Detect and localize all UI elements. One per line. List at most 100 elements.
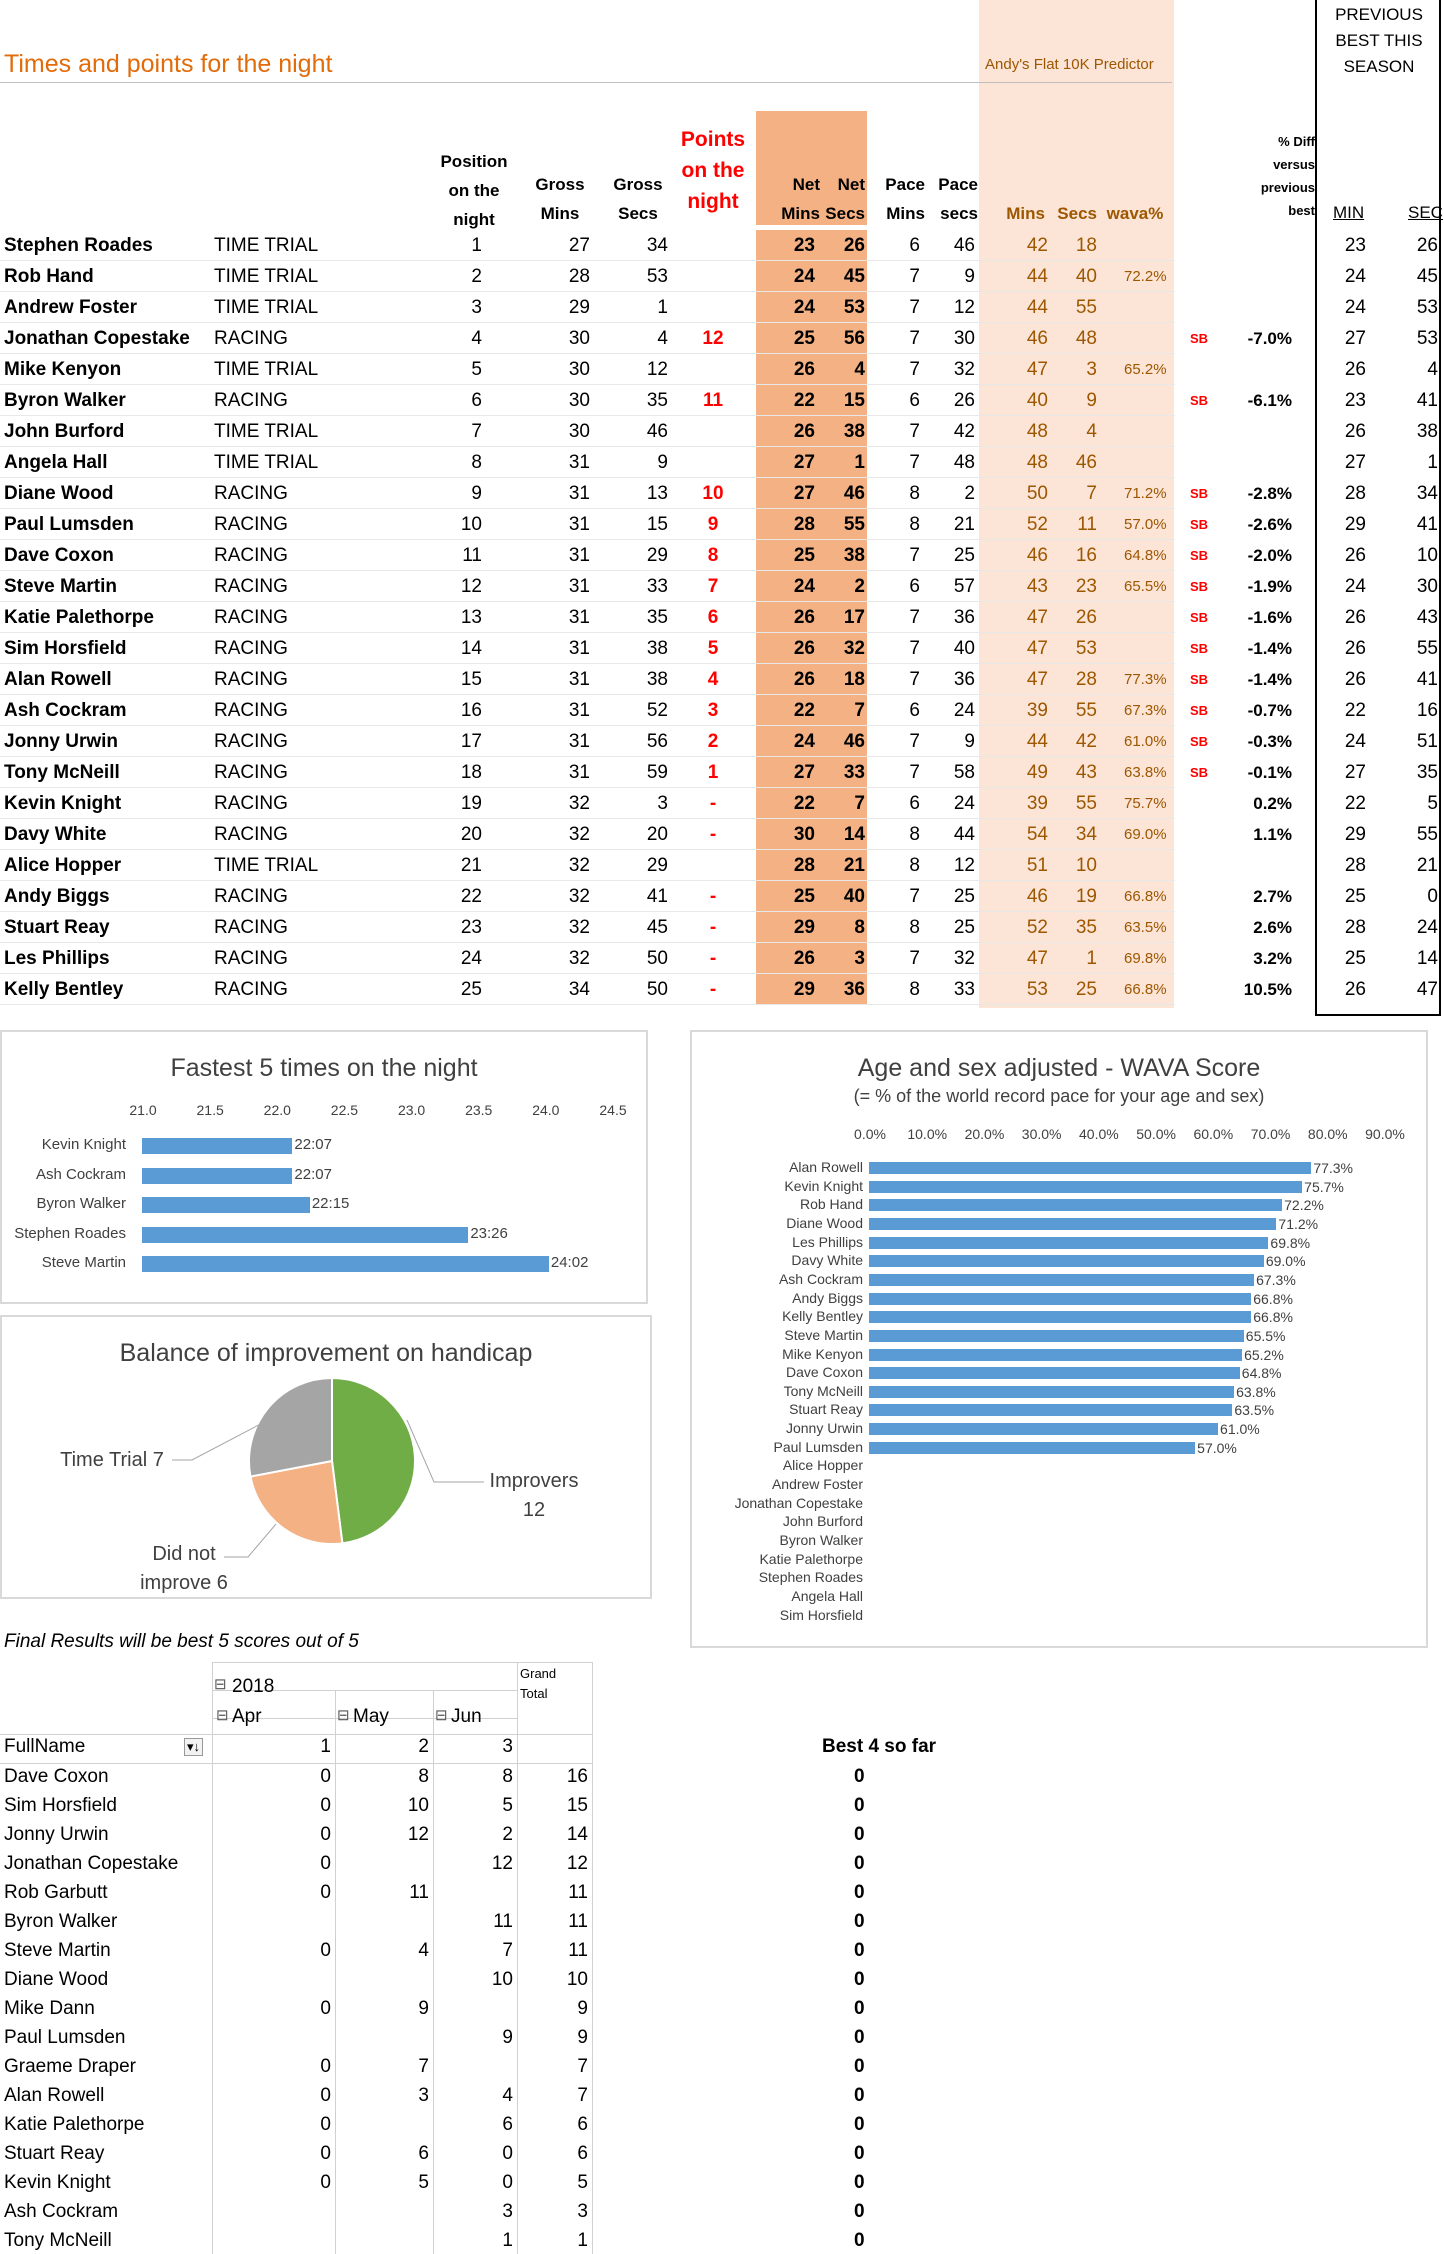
runner-name: Davy White xyxy=(4,824,107,845)
sb-marker: SB xyxy=(1190,734,1209,749)
gross-mins-value: 30 xyxy=(568,421,590,442)
row-divider xyxy=(0,353,1175,354)
pct-diff-value xyxy=(1220,416,1292,447)
pace-mins-value: 6 xyxy=(909,390,920,411)
pivot-value: 0 xyxy=(502,2143,513,2164)
pred-secs-value: 25 xyxy=(1075,979,1097,1000)
position-value: 14 xyxy=(460,638,482,659)
pivot-name: Jonny Urwin xyxy=(4,1824,109,1845)
net-secs-value: 45 xyxy=(843,266,865,287)
result-row: Paul Lumsden RACING 10 31 15 9 28 55 8 21 52 11 57.0… xyxy=(0,509,1444,540)
result-row: John Burford TIME TRIAL 7 30 46 26 38 7 42 48 4 26 3… xyxy=(0,416,1444,447)
month-toggle-icon[interactable]: ⊟ xyxy=(337,1707,350,1724)
pace-secs-value: 25 xyxy=(953,917,975,938)
previous-best-title-line: BEST THIS xyxy=(1335,31,1423,50)
header-line: versus xyxy=(1273,157,1315,172)
net-mins-value: 24 xyxy=(793,731,815,752)
prev-best-sec: 41 xyxy=(1416,514,1438,535)
wava-bar xyxy=(869,1441,1196,1454)
leader-line xyxy=(224,1523,277,1558)
header-line: night xyxy=(453,210,495,229)
run-type: TIME TRIAL xyxy=(214,359,319,380)
run-type: RACING xyxy=(214,886,288,907)
prev-best-min: 23 xyxy=(1344,390,1366,411)
grand-total-line: Grand xyxy=(520,1666,557,1681)
runner-name: Tony McNeill xyxy=(4,762,120,783)
pct-diff-value: 0.2% xyxy=(1253,794,1292,813)
position-value: 6 xyxy=(471,390,482,411)
pred-secs-value: 55 xyxy=(1075,793,1097,814)
row-header-label: FullName xyxy=(4,1736,86,1757)
net-cell-background xyxy=(756,447,867,478)
pace-mins-value: 7 xyxy=(909,731,920,752)
pivot-value: 10 xyxy=(407,1795,429,1816)
prev-best-sec: 41 xyxy=(1416,390,1438,411)
prev-best-min: 25 xyxy=(1344,948,1366,969)
gross-secs-value: 53 xyxy=(646,266,668,287)
prev-best-sec: 4 xyxy=(1427,359,1438,380)
pred-mins-value: 44 xyxy=(1026,731,1048,752)
net-cell-background xyxy=(756,664,867,695)
x-tick-label: 10.0% xyxy=(907,1126,948,1142)
month-toggle-icon[interactable]: ⊟ xyxy=(435,1707,448,1724)
category-label: Stephen Roades xyxy=(14,1224,126,1242)
pace-mins-value: 7 xyxy=(909,638,920,659)
wava-bar xyxy=(869,1162,1312,1174)
run-type: RACING xyxy=(214,390,288,411)
wava-bar xyxy=(869,1180,1303,1193)
pivot-value: 0 xyxy=(320,2143,331,2164)
pct-diff-value xyxy=(1220,230,1292,261)
run-type: TIME TRIAL xyxy=(214,266,319,287)
filter-sort-icon[interactable]: ▾↓ xyxy=(184,1738,204,1756)
best-value: 0 xyxy=(854,1795,865,1816)
prev-best-min: 24 xyxy=(1344,731,1366,752)
pace-secs-value: 9 xyxy=(964,266,975,287)
pred-mins-value: 44 xyxy=(1026,297,1048,318)
position-value: 21 xyxy=(460,855,482,876)
wava-value: 63.5% xyxy=(1124,919,1167,936)
run-type: RACING xyxy=(214,638,288,659)
year-toggle-icon[interactable]: ⊟ xyxy=(214,1676,227,1693)
net-cell-background xyxy=(756,943,867,974)
pred-mins-value: 48 xyxy=(1026,421,1048,442)
wava-chart-subtitle: (= % of the world record pace for your a… xyxy=(853,1086,1265,1106)
month-number: 1 xyxy=(320,1736,331,1757)
sb-marker: SB xyxy=(1190,517,1209,532)
net-cell-background xyxy=(756,354,867,385)
pivot-value: 0 xyxy=(320,2056,331,2077)
net-cell-background xyxy=(756,602,867,633)
pivot-vline xyxy=(433,1690,434,2254)
pivot-vline xyxy=(335,1690,336,2254)
run-type: RACING xyxy=(214,731,288,752)
best-value: 0 xyxy=(854,1940,865,1961)
net-secs-value: 56 xyxy=(843,328,865,349)
month-number: 3 xyxy=(502,1736,513,1757)
header-line: Mins xyxy=(781,204,820,223)
prev-best-min: 29 xyxy=(1344,824,1366,845)
header-line: best xyxy=(1288,203,1315,218)
pivot-value: 12 xyxy=(407,1824,429,1845)
final-results-note: Final Results will be best 5 scores out … xyxy=(4,1631,359,1652)
month-toggle-icon[interactable]: ⊟ xyxy=(216,1707,229,1724)
points-value: - xyxy=(709,824,717,845)
header-line: night xyxy=(687,190,739,213)
pace-mins-value: 8 xyxy=(909,855,920,876)
prev-best-min: 24 xyxy=(1344,297,1366,318)
category-label: Andy Biggs xyxy=(792,1289,863,1306)
pivot-value: 0 xyxy=(320,2085,331,2106)
category-label: Stuart Reay xyxy=(789,1401,863,1418)
gross-mins-value: 31 xyxy=(568,700,590,721)
net-cell-background xyxy=(756,912,867,943)
wava-bar xyxy=(869,1217,1277,1230)
result-row: Steve Martin RACING 12 31 33 7 24 2 6 57 43 23 65.5%… xyxy=(0,571,1444,602)
pivot-name: Katie Palethorpe xyxy=(4,2114,145,2135)
pivot-hline xyxy=(0,1763,592,1764)
pivot-name: Tony McNeill xyxy=(4,2230,112,2251)
data-label: 22:07 xyxy=(294,1165,332,1183)
pivot-value: 0 xyxy=(320,2114,331,2135)
wava-value: 61.0% xyxy=(1124,733,1167,750)
points-value xyxy=(683,292,743,323)
net-secs-value: 3 xyxy=(854,948,865,969)
runner-name: Jonathan Copestake xyxy=(4,328,190,349)
runner-name: Kelly Bentley xyxy=(4,979,124,1000)
